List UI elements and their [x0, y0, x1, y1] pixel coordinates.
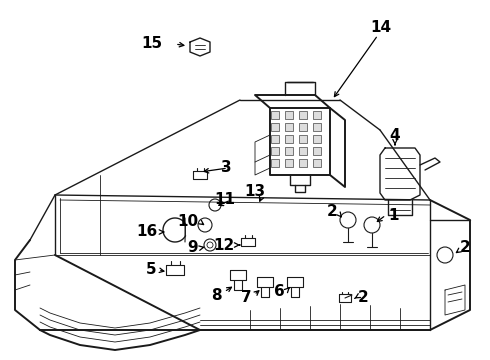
Bar — [313, 147, 321, 155]
Text: 13: 13 — [244, 184, 265, 199]
Text: 2: 2 — [460, 240, 471, 256]
Bar — [299, 159, 307, 167]
Text: 7: 7 — [242, 291, 252, 306]
Text: 11: 11 — [214, 193, 235, 207]
Text: 1: 1 — [388, 207, 398, 222]
Bar — [271, 111, 279, 119]
Bar — [271, 123, 279, 131]
Bar — [299, 111, 307, 119]
Bar — [313, 159, 321, 167]
Text: 2: 2 — [326, 204, 337, 220]
Bar — [313, 135, 321, 143]
Text: 15: 15 — [141, 36, 162, 51]
Bar — [313, 123, 321, 131]
Text: 8: 8 — [211, 288, 222, 302]
Text: 5: 5 — [146, 262, 156, 278]
Bar — [271, 135, 279, 143]
Bar — [285, 147, 293, 155]
Text: 12: 12 — [214, 238, 235, 252]
Text: 16: 16 — [137, 225, 158, 239]
Text: 10: 10 — [177, 215, 198, 230]
Bar — [313, 111, 321, 119]
Bar — [271, 147, 279, 155]
Bar — [285, 135, 293, 143]
Bar — [285, 111, 293, 119]
Text: 2: 2 — [358, 289, 369, 305]
Text: 6: 6 — [274, 284, 285, 300]
Bar — [299, 123, 307, 131]
Bar — [271, 159, 279, 167]
Bar — [299, 147, 307, 155]
Bar — [285, 123, 293, 131]
Bar — [285, 159, 293, 167]
Text: 14: 14 — [370, 21, 391, 36]
Text: 9: 9 — [187, 240, 198, 256]
Bar — [299, 135, 307, 143]
Text: 4: 4 — [390, 127, 400, 143]
Text: 3: 3 — [221, 161, 232, 175]
